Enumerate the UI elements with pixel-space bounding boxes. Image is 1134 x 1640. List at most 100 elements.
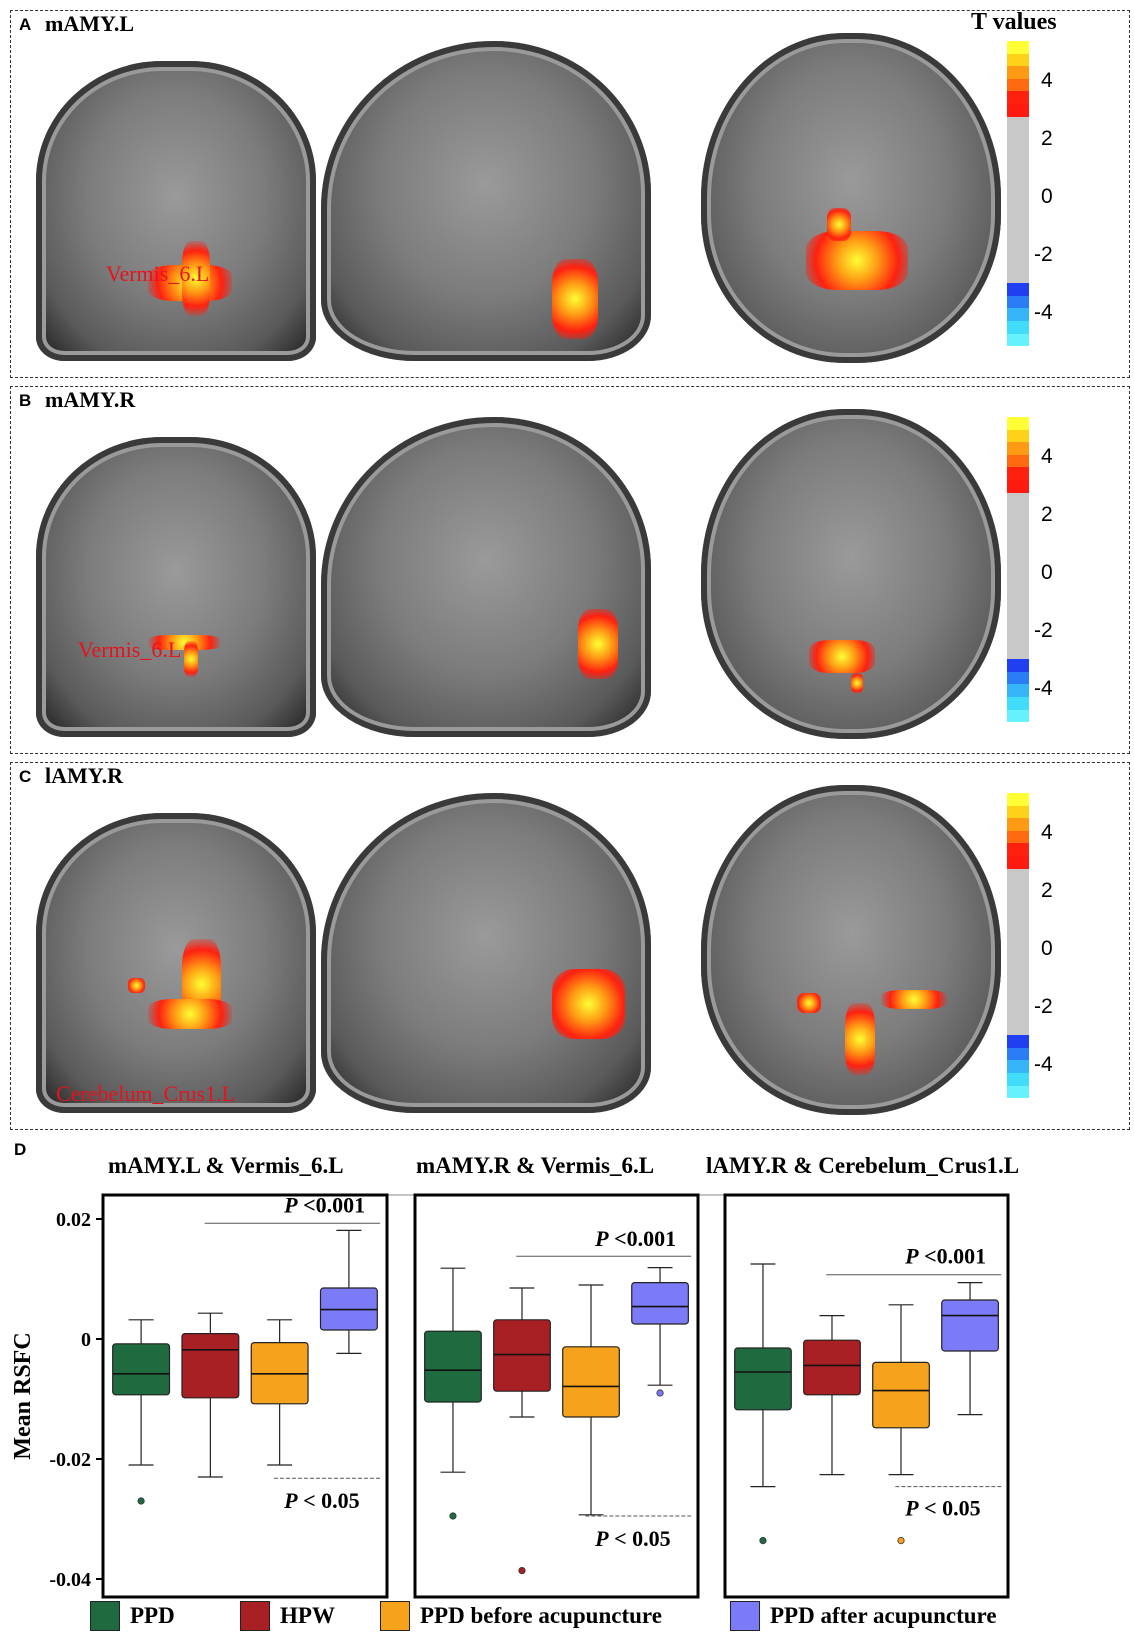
colorbar-segment xyxy=(1007,333,1029,347)
colorbar-tick: -2 xyxy=(1034,243,1053,266)
coronal-slice: Cerebelum_Crus1.L xyxy=(36,813,316,1113)
activation-cluster xyxy=(148,999,232,1029)
colorbar-tick: 2 xyxy=(1041,127,1053,150)
subplot-frame xyxy=(413,1193,700,1599)
colorbar-segment xyxy=(1007,603,1029,632)
subplot-frame xyxy=(723,1193,1010,1599)
colorbar-segment xyxy=(1007,1072,1029,1086)
legend-item-hpw: HPW xyxy=(240,1598,335,1634)
colorbar-segment xyxy=(1007,320,1029,334)
colorbar-segment xyxy=(1007,417,1029,430)
colorbar-segment xyxy=(1007,924,1029,952)
colorbar-title: T values xyxy=(971,9,1057,35)
colorbar-segment xyxy=(1007,896,1029,925)
activation-cluster xyxy=(827,207,851,241)
y-axis-label: Mean RSFC xyxy=(10,1332,36,1459)
colorbar-segment xyxy=(1007,1035,1029,1048)
colorbar-segment xyxy=(1007,454,1029,468)
colorbar-tick: 4 xyxy=(1041,445,1053,468)
activation-cluster xyxy=(851,673,863,693)
coronal-slice: Vermis_6.L xyxy=(36,61,316,361)
colorbar-segment xyxy=(1007,1047,1029,1061)
colorbar-segment xyxy=(1007,548,1029,576)
legend-swatch-ppd-after xyxy=(730,1601,760,1631)
panel-title: lAMY.R xyxy=(45,763,124,788)
colorbar-tick: -2 xyxy=(1034,995,1053,1018)
outlier-point xyxy=(137,1497,145,1505)
legend-item-ppd-before: PPD before acupuncture xyxy=(380,1598,662,1634)
panel-letter: C xyxy=(19,767,32,786)
activation-cluster xyxy=(578,609,618,680)
colorbar-segment xyxy=(1007,843,1029,857)
colorbar-segment xyxy=(1007,116,1029,145)
box-0 xyxy=(424,1330,482,1403)
legend-label-ppd: PPD xyxy=(130,1603,175,1628)
colorbar-segment xyxy=(1007,144,1029,173)
colorbar-tick: 4 xyxy=(1041,69,1053,92)
colorbar-segment xyxy=(1007,671,1029,685)
activation-cluster xyxy=(552,969,625,1040)
p-value-label: P <0.001 xyxy=(283,1192,365,1217)
colorbar-tick: 4 xyxy=(1041,821,1053,844)
colorbar-segment xyxy=(1007,575,1029,604)
box-3 xyxy=(941,1299,999,1352)
coronal-slice: Vermis_6.L xyxy=(36,437,316,737)
panel-d-letter: D xyxy=(14,1140,27,1159)
colorbar-segment xyxy=(1007,199,1029,228)
panel-letter: A xyxy=(19,15,32,34)
colorbar-segment xyxy=(1007,1060,1029,1073)
p-value-label: P <0.001 xyxy=(904,1243,986,1268)
colorbar-segment xyxy=(1007,868,1029,897)
y-tick-label: -0.04 xyxy=(49,1569,91,1591)
colorbar-segment xyxy=(1007,295,1029,309)
axial-slice xyxy=(701,33,1001,363)
legend-swatch-ppd-before xyxy=(380,1601,410,1631)
box-1 xyxy=(181,1333,240,1399)
box-0 xyxy=(112,1343,171,1396)
colorbar-segment xyxy=(1007,979,1029,1008)
colorbar-segment xyxy=(1007,467,1029,481)
colorbar-segment xyxy=(1007,227,1029,256)
colorbar-tick: -4 xyxy=(1034,301,1053,324)
outlier-point xyxy=(656,1389,664,1397)
colorbar-segment xyxy=(1007,283,1029,296)
colorbar-segment xyxy=(1007,830,1029,844)
sagittal-slice xyxy=(321,417,651,737)
activation-cluster xyxy=(128,978,146,993)
box-0 xyxy=(734,1347,792,1411)
legend-swatch-hpw xyxy=(240,1601,270,1631)
colorbar-segment xyxy=(1007,805,1029,819)
y-tick-label: -0.02 xyxy=(49,1449,91,1471)
rsfc-boxplot-chart: mAMY.L & Vermis_6.L P <0.001 P < 0.05 mAMY.… xyxy=(10,1153,1019,1599)
p-value-label: P < 0.05 xyxy=(283,1488,360,1513)
colorbar-segment xyxy=(1007,104,1029,117)
colorbar-tick: 0 xyxy=(1041,937,1053,960)
colorbar-segment xyxy=(1007,856,1029,869)
subplot-title: mAMY.L & Vermis_6.L xyxy=(108,1153,344,1178)
box-3 xyxy=(631,1282,689,1325)
legend-item-ppd: PPD xyxy=(90,1598,175,1634)
colorbar-segment xyxy=(1007,78,1029,92)
colorbar-segment xyxy=(1007,520,1029,549)
colorbar-segment xyxy=(1007,818,1029,831)
outlier-point xyxy=(759,1536,767,1545)
colorbar-segment xyxy=(1007,631,1029,660)
colorbar-segment xyxy=(1007,41,1029,54)
panel-title: mAMY.R xyxy=(45,387,136,412)
colorbar xyxy=(1007,41,1029,347)
sagittal-slice xyxy=(321,41,651,361)
colorbar-segment xyxy=(1007,66,1029,79)
colorbar-segment xyxy=(1007,308,1029,321)
activation-cluster xyxy=(797,992,821,1013)
outlier-point xyxy=(518,1566,526,1575)
colorbar-segment xyxy=(1007,951,1029,980)
y-tick-label: 0.02 xyxy=(56,1209,91,1231)
legend-swatch-ppd xyxy=(90,1601,120,1631)
chart-legend: PPD HPW PPD before acupuncture PPD after… xyxy=(80,1598,1130,1634)
colorbar-segment xyxy=(1007,659,1029,672)
p-value-label: P < 0.05 xyxy=(594,1526,671,1551)
colorbar-segment xyxy=(1007,480,1029,493)
colorbar-segment xyxy=(1007,696,1029,710)
colorbar-tick: -4 xyxy=(1034,1053,1053,1076)
